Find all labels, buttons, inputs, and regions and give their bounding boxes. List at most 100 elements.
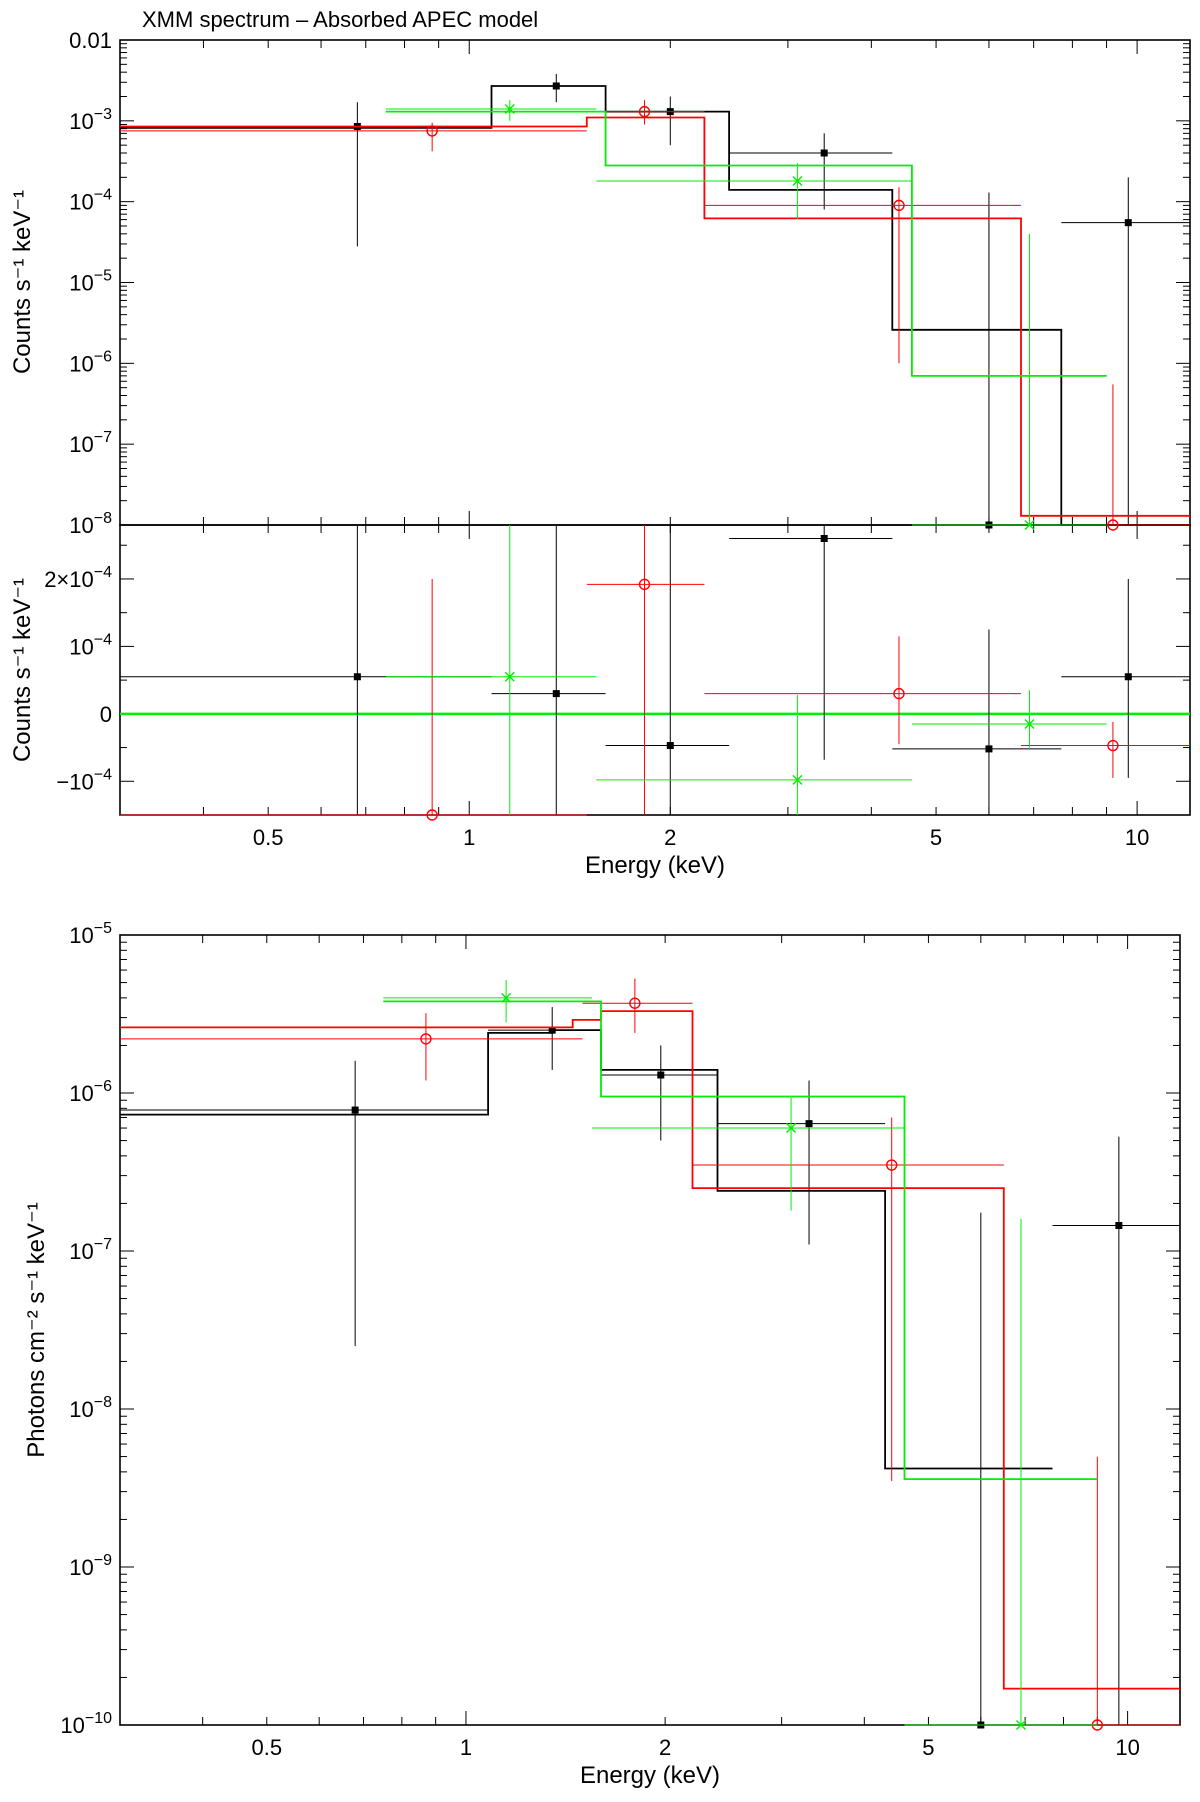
panel-2-point-red [1020, 721, 1190, 778]
panel-3-model-green [383, 1000, 1098, 1480]
panel-3-y-tick-label: 10−5 [69, 920, 112, 948]
panel-1-point-black [729, 133, 893, 210]
panel-3-point-black [601, 1045, 718, 1141]
panel-1-point-black [491, 73, 606, 103]
square-marker [820, 149, 828, 157]
panel-1-model-green [385, 110, 1107, 377]
panel-3-y-tick-label: 10−10 [60, 1710, 112, 1738]
panel-2-y-axis-label: Counts s⁻¹ keV⁻¹ [9, 578, 36, 762]
panel-3-point-red [120, 1013, 583, 1081]
panel-2-x-axis-label: Energy (keV) [585, 852, 725, 879]
panel-3-model-black [120, 1029, 1053, 1470]
circle-marker [426, 809, 438, 821]
circle-marker [420, 1033, 432, 1045]
panel-1-point-green [911, 233, 1107, 530]
panel-3-point-black [1052, 1136, 1180, 1725]
cross-marker [1015, 1720, 1026, 1730]
square-marker [666, 742, 674, 750]
panel-2-y-tick-label: 0 [100, 702, 112, 727]
panel-3-x-tick-label: 5 [922, 1735, 934, 1760]
panel-2-point-black [892, 629, 1062, 815]
panel-1-model-black [120, 85, 1190, 526]
chart-title: XMM spectrum – Absorbed APEC model [142, 7, 538, 32]
square-marker [985, 745, 993, 753]
panel-3-point-black [885, 1212, 1053, 1729]
panel-3-point-black [717, 1080, 886, 1245]
panel-1-point-green [596, 163, 912, 220]
cross-marker [786, 1123, 797, 1134]
panel-1-point-red [704, 187, 1021, 364]
cross-marker [501, 992, 512, 1003]
panel-2-frame [119, 524, 1191, 816]
circle-marker [426, 125, 438, 137]
panel-2-point-green [385, 525, 597, 815]
panel-3-x-tick-label: 1 [460, 1735, 472, 1760]
panel-3-y-tick-label: 10−9 [69, 1552, 112, 1580]
panel-3-point-green [904, 1218, 1098, 1730]
panel-3-y-axis-label: Photons cm⁻² s⁻¹ keV⁻¹ [23, 1202, 50, 1457]
panel-1-model-red [120, 116, 1190, 517]
circle-marker [629, 997, 641, 1009]
cross-marker [504, 104, 515, 115]
square-marker [552, 82, 560, 90]
panel-1-point-red [120, 122, 587, 152]
cross-marker [792, 774, 803, 785]
panel-1-y-axis-label: Counts s⁻¹ keV⁻¹ [9, 190, 36, 374]
panel-3-x-tick-label: 0.5 [251, 1735, 282, 1760]
panel-1-point-black [892, 192, 1062, 529]
circle-marker [1107, 519, 1119, 531]
panel-2-x-tick-label: 2 [664, 825, 676, 850]
panel-2-point-red [586, 525, 705, 815]
panel-1-y-tick-label: 10−4 [69, 187, 112, 215]
panel-2-x-tick-label: 0.5 [253, 825, 284, 850]
panel-3-point-green [591, 1096, 905, 1211]
panel-1-y-tick-label: 10−5 [69, 268, 112, 296]
panel-2-point-green [911, 690, 1107, 748]
panel-3-y-tick-label: 10−8 [69, 1394, 112, 1422]
panel-3-frame [119, 934, 1181, 1726]
circle-marker [893, 199, 905, 212]
cross-marker [792, 176, 803, 187]
square-marker [353, 673, 361, 681]
square-marker [552, 690, 560, 698]
panel-2-x-tick-label: 5 [930, 825, 942, 850]
panel-2-point-red [704, 636, 1021, 745]
panel-2-point-green [596, 694, 912, 815]
panel-2-point-black [729, 525, 893, 760]
panel-1-y-tick-label: 10−7 [69, 429, 112, 457]
panel-3-point-black [120, 1060, 489, 1347]
panel-2-y-tick-label: −10−4 [56, 766, 112, 794]
panel-2-point-black [1061, 578, 1190, 778]
panel-2-y-tick-label: 2×10−4 [44, 564, 112, 592]
square-marker [1124, 673, 1132, 681]
square-marker [548, 1026, 556, 1034]
panel-3-point-red [582, 978, 693, 1033]
square-marker [805, 1120, 813, 1128]
square-marker [351, 1106, 359, 1114]
panel-3-x-tick-label: 10 [1115, 1735, 1139, 1760]
panel-3-point-red [692, 1117, 1004, 1482]
cross-marker [504, 671, 515, 682]
square-marker [657, 1071, 665, 1079]
panel-1-point-green [385, 100, 597, 121]
panel-3-point-green [383, 979, 592, 1023]
circle-marker [893, 687, 905, 700]
square-marker [820, 534, 828, 542]
panel-2-x-tick-label: 1 [463, 825, 475, 850]
circle-marker [1107, 739, 1119, 752]
panel-1-point-black [605, 96, 730, 146]
panel-3-x-axis-label: Energy (keV) [580, 1762, 720, 1789]
panel-2-x-tick-label: 10 [1125, 825, 1149, 850]
circle-marker [638, 105, 651, 118]
cross-marker [1024, 718, 1035, 729]
panel-1-y-tick-label: 10−3 [69, 106, 112, 134]
panel-3-model-red [120, 1010, 1180, 1690]
panel-1-point-red [1020, 384, 1190, 531]
circle-marker [638, 578, 651, 591]
panel-1-point-black [120, 102, 492, 247]
panel-1-y-tick-label: 10−8 [69, 510, 112, 538]
panel-2-y-tick-label: 10−4 [69, 631, 112, 659]
panel-3-y-tick-label: 10−7 [69, 1236, 112, 1264]
panel-2-point-red [120, 578, 587, 821]
